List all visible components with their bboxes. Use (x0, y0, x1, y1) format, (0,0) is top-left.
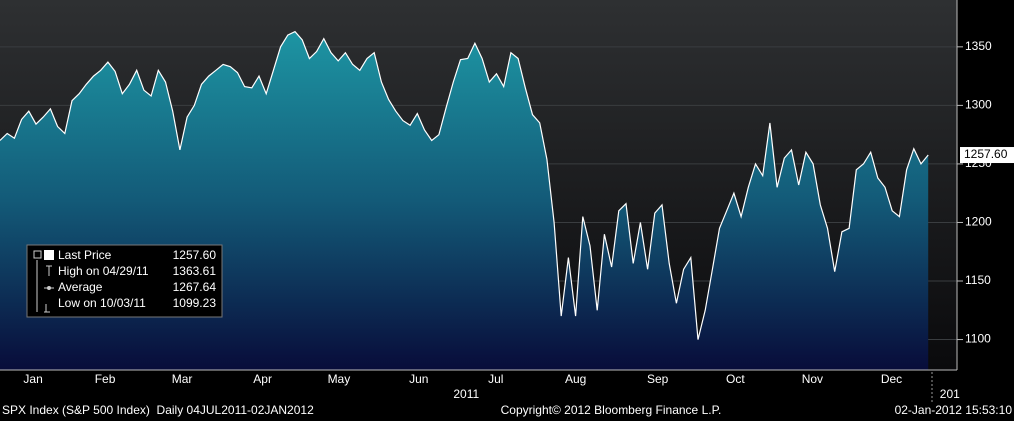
y-tick-label: 1200 (965, 215, 992, 229)
x-tick-label: Sep (647, 372, 669, 386)
legend-name: Last Price (58, 248, 112, 262)
year-label: 2011 (453, 387, 479, 401)
last-price-label: 1257.60 (964, 147, 1008, 161)
line (0, 30, 929, 340)
last-price-tag (960, 147, 1014, 164)
y-tick-label: 1150 (965, 273, 991, 287)
x-tick-label: Feb (95, 372, 116, 386)
x-tick-label: Jan (23, 372, 42, 386)
x-tick-label: Apr (253, 372, 272, 386)
footer-left: SPX Index (S&P 500 Index) Daily 04JUL201… (2, 403, 314, 417)
x-tick-label: Jul (488, 372, 503, 386)
footer-right: 02-Jan-2012 15:53:10 (895, 403, 1013, 417)
x-tick-label: Aug (565, 372, 586, 386)
legend-icon (47, 286, 51, 290)
legend-value: 1267.64 (173, 280, 217, 294)
x-tick-label: Dec (881, 372, 902, 386)
legend-swatch (44, 250, 54, 260)
legend-box (26, 244, 223, 318)
legend-value: 1099.23 (173, 296, 217, 310)
legend-value: 1257.60 (173, 248, 217, 262)
year-label: 201 (940, 387, 960, 401)
legend-name: High on 04/29/11 (58, 264, 149, 278)
legend-value: 1363.61 (173, 264, 217, 278)
x-tick-label: Nov (802, 372, 823, 386)
footer-center: Copyright© 2012 Bloomberg Finance L.P. (501, 403, 722, 417)
y-tick-label: 1300 (965, 98, 992, 112)
x-tick-label: May (328, 372, 351, 386)
x-tick-label: Mar (172, 372, 193, 386)
x-tick-label: Jun (409, 372, 428, 386)
legend-name: Low on 10/03/11 (58, 296, 146, 310)
area (0, 31, 929, 370)
legend-toggle (33, 250, 42, 259)
x-tick-label: Oct (726, 372, 745, 386)
y-tick-label: 1350 (965, 39, 992, 53)
y-tick-label: 1100 (965, 332, 991, 346)
legend-name: Average (58, 280, 103, 294)
